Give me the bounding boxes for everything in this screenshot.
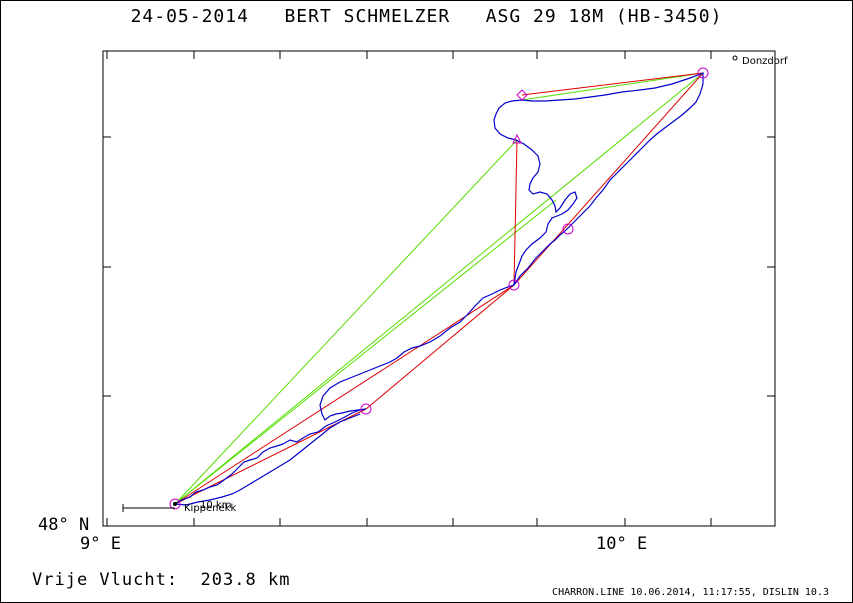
scale-label: 10 km: [200, 500, 232, 511]
flight-date: 24-05-2014: [130, 6, 249, 27]
place-label-start: Kippenekk: [184, 503, 237, 514]
pilot-name: BERT SCHMELZER: [284, 6, 451, 27]
diamond-marker-icon: [516, 89, 528, 101]
lon-label-left: 9° E: [80, 534, 121, 554]
distance-label: Vrije Vlucht:: [32, 570, 179, 590]
lat-label: 48° N: [38, 515, 90, 535]
start-marker: [169, 498, 181, 510]
turnpoint-marker: [508, 279, 520, 291]
flight-track: [174, 72, 704, 506]
glider-name: ASG 29 18M (HB-3450): [485, 6, 723, 27]
axis-ticks: [103, 51, 775, 526]
software-stamp: CHARRON.LINE 10.06.2014, 11:17:55, DISLI…: [552, 587, 829, 598]
scale-bar: [122, 504, 175, 512]
map-border: [102, 50, 776, 527]
turnpoint-marker: [360, 403, 372, 415]
distance-value: 203.8 km: [200, 570, 291, 590]
place-marker-icon: [732, 55, 738, 61]
distance-summary: Vrije Vlucht: 203.8 km: [32, 570, 290, 590]
triangle-marker-icon: [512, 133, 522, 144]
start-point-icon: [173, 502, 177, 506]
page-title: 24-05-2014 BERT SCHMELZER ASG 29 18M (HB…: [0, 6, 853, 27]
lon-label-right: 10° E: [596, 534, 648, 554]
optimized-legs: [174, 72, 704, 505]
turnpoint-marker: [697, 67, 709, 79]
place-label-donzdorf: Donzdorf: [742, 56, 788, 67]
turnpoint-marker: [562, 223, 574, 235]
